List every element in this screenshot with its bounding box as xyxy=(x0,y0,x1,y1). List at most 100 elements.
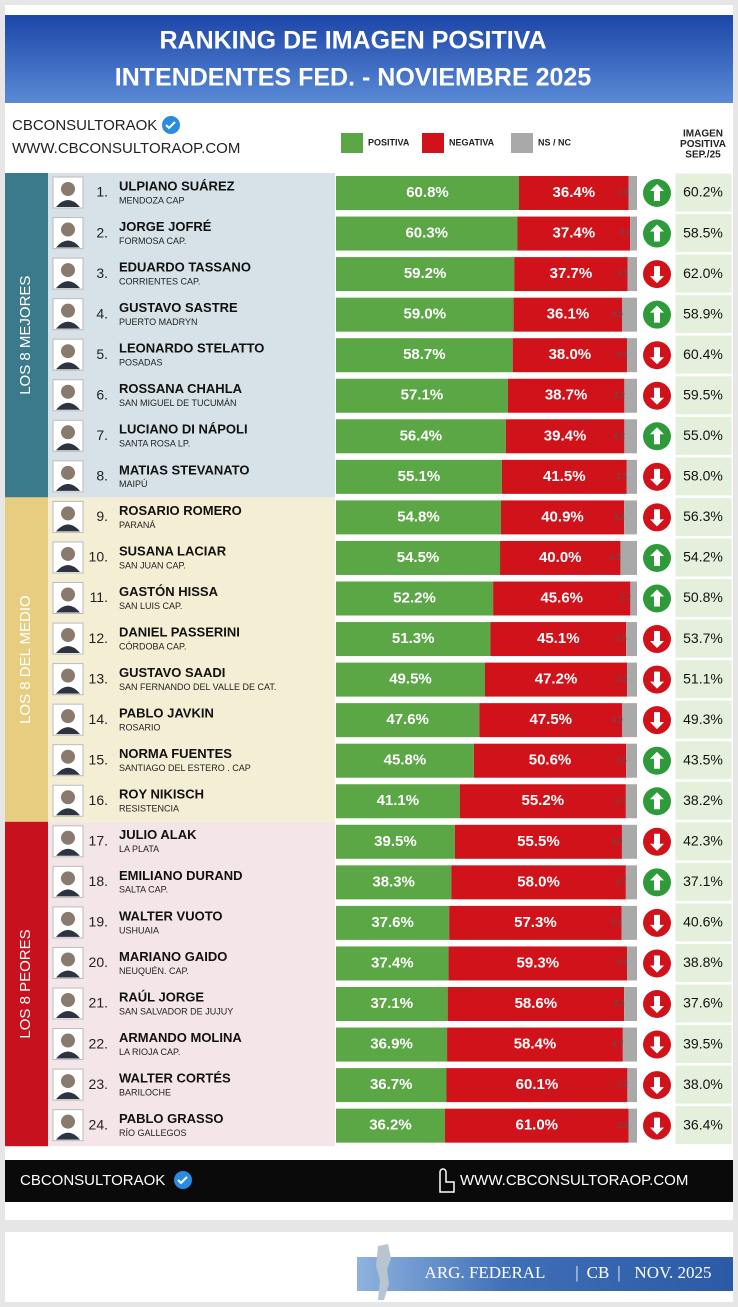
bar-segment xyxy=(336,946,449,981)
photo-head xyxy=(61,871,75,886)
trend-glyph xyxy=(650,427,664,445)
trend-arrow xyxy=(643,260,671,289)
check xyxy=(165,121,176,130)
rank: 8. xyxy=(96,468,108,484)
value-label: 4.9 xyxy=(612,715,624,724)
value-label: 60.3% xyxy=(405,225,448,242)
previous-value: 59.5% xyxy=(683,386,723,402)
rank: 7. xyxy=(96,427,108,443)
previous-cell xyxy=(674,1105,733,1146)
rank: 5. xyxy=(96,346,108,362)
trend-arrow xyxy=(643,381,671,410)
value-label: 5.5 xyxy=(610,553,622,562)
group-label: LOS 8 MEJORES xyxy=(17,276,34,395)
photo-body xyxy=(56,686,80,694)
trend-glyph xyxy=(650,631,664,649)
bar-segment xyxy=(473,743,627,778)
photo-head xyxy=(61,911,75,926)
value-label: 3.2 xyxy=(617,1080,629,1089)
name: RAÚL JORGE xyxy=(119,989,204,1004)
photo-body xyxy=(56,1051,80,1059)
photo-body xyxy=(56,524,80,532)
previous-cell xyxy=(674,334,733,375)
previous-value: 43.5% xyxy=(683,751,723,767)
bar-segment xyxy=(336,905,450,940)
rank: 6. xyxy=(96,386,108,402)
previous-value: 38.0% xyxy=(683,1076,723,1092)
value-label: 55.5% xyxy=(517,833,560,850)
bar-segment xyxy=(448,946,628,981)
previous-value: 49.3% xyxy=(683,711,723,727)
bar-segment xyxy=(484,662,628,697)
photo-body xyxy=(56,646,80,654)
photo-head xyxy=(61,993,75,1007)
value-label: 57.3% xyxy=(514,914,557,931)
place: SAN JUAN CAP. xyxy=(119,560,186,570)
photo-head xyxy=(61,952,75,967)
value-label: 51.3% xyxy=(392,630,435,647)
bar-segment xyxy=(621,824,637,859)
value-label: 52.2% xyxy=(393,589,436,606)
previous-value: 60.2% xyxy=(683,184,723,200)
previous-cell xyxy=(674,740,733,781)
value-label: 39.5% xyxy=(374,833,417,850)
banner-sep: | xyxy=(575,1263,578,1282)
name: LUCIANO DI NÁPOLI xyxy=(119,422,248,437)
trend-glyph xyxy=(650,589,664,607)
value-label: 37.4% xyxy=(371,954,414,971)
value-label: 45.6% xyxy=(540,589,583,606)
bar-segment xyxy=(336,378,508,413)
previous-cell xyxy=(674,780,733,821)
trend-glyph xyxy=(650,1117,664,1135)
previous-value: 54.2% xyxy=(683,549,723,565)
value-label: 3.3 xyxy=(617,675,629,684)
value-label: 58.6% xyxy=(515,995,558,1012)
website: WWW.CBCONSULTORAOP.COM xyxy=(12,140,240,157)
value-label: 60.1% xyxy=(516,1076,559,1093)
bar-segment xyxy=(512,338,628,373)
group-label: LOS 8 PEORES xyxy=(17,929,34,1038)
trend-arrow xyxy=(643,1030,671,1059)
bar-segment xyxy=(490,622,627,657)
bar-segment xyxy=(627,662,637,697)
bar-segment xyxy=(620,540,637,575)
name: GASTÓN HISSA xyxy=(119,584,219,599)
value-label: 37.7% xyxy=(550,265,593,282)
value-label: 60.8% xyxy=(406,184,449,201)
bar-segment xyxy=(500,500,625,535)
previous-cell xyxy=(674,821,733,862)
rank: 10. xyxy=(89,549,108,565)
previous-cell xyxy=(674,618,733,659)
place: CORRIENTES CAP. xyxy=(119,276,200,286)
bar-segment xyxy=(336,662,485,697)
previous-cell xyxy=(674,294,733,335)
photo-head xyxy=(61,709,75,724)
legend-label: NS / NC xyxy=(538,137,572,147)
trend-arrow xyxy=(643,503,671,532)
value-label: 4.2 xyxy=(614,431,626,440)
value-label: 3.4 xyxy=(616,472,628,481)
group-band xyxy=(5,821,48,1147)
rank: 23. xyxy=(89,1076,108,1092)
photo-body xyxy=(56,240,80,248)
photo-body xyxy=(56,564,80,572)
place: MENDOZA CAP xyxy=(119,195,185,205)
trend-glyph xyxy=(650,387,664,405)
place: LA RIOJA CAP. xyxy=(119,1047,180,1057)
rank: 18. xyxy=(89,873,108,889)
trend-arrow xyxy=(643,746,671,775)
photo-head xyxy=(61,628,75,643)
photo-body xyxy=(56,1132,80,1140)
previous-value: 50.8% xyxy=(683,589,723,605)
value-label: 54.8% xyxy=(397,508,440,525)
place: SAN FERNANDO DEL VALLE DE CAT. xyxy=(119,682,276,692)
previous-value: 40.6% xyxy=(683,914,723,930)
place: RESISTENCIA xyxy=(119,804,179,814)
rank: 20. xyxy=(89,954,108,970)
bar-segment xyxy=(505,419,625,454)
bar-segment xyxy=(336,338,513,373)
banner-text: CB xyxy=(587,1263,610,1282)
place: RÍO GALLEGOS xyxy=(119,1128,187,1138)
trend-glyph xyxy=(650,792,664,810)
